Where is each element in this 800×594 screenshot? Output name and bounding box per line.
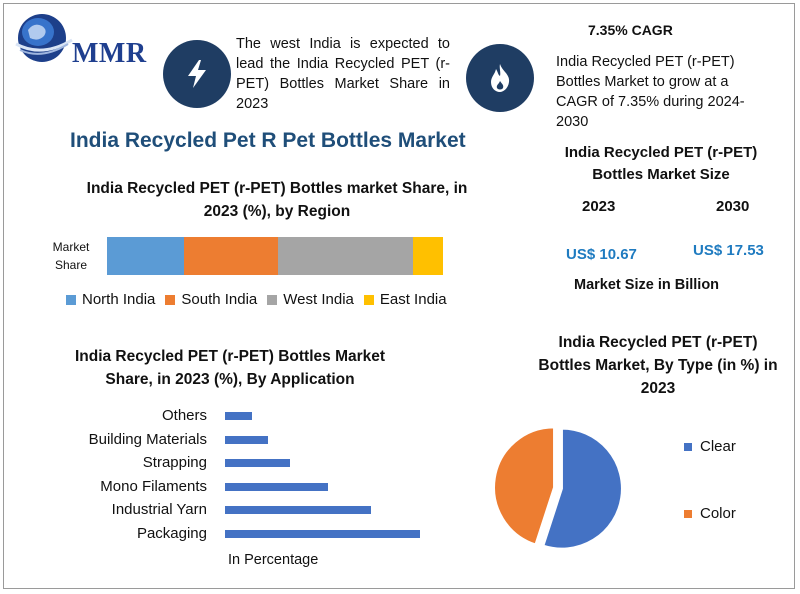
year-2023: 2023 (582, 198, 616, 215)
lightning-icon (188, 60, 206, 88)
value-2030: US$ 17.53 (693, 242, 764, 259)
year-2030: 2030 (716, 198, 750, 215)
application-bar (225, 412, 253, 420)
legend-label: South India (181, 291, 258, 308)
legend-item: North India (66, 291, 155, 308)
application-bar (225, 436, 269, 444)
application-category-label: Building Materials (88, 431, 207, 448)
frame (3, 3, 795, 589)
globe-icon (15, 14, 73, 62)
logo: MMR (14, 10, 147, 70)
application-chart-title: India Recycled PET (r-PET) Bottles Marke… (74, 348, 386, 388)
info-lightning-badge (163, 40, 231, 108)
application-category-label: Industrial Yarn (111, 501, 207, 518)
cagr-heading: 7.35% CAGR (588, 22, 673, 38)
legend-label: West India (283, 291, 354, 308)
pie-slice-clear (542, 427, 623, 550)
pie-legend-swatch (684, 442, 692, 451)
application-bar (225, 483, 328, 491)
application-axis-label: In Percentage (228, 552, 319, 568)
application-category-label: Others (161, 407, 207, 424)
pie-legend-item: Color (684, 505, 736, 522)
region-bar-segment-east-india (412, 237, 443, 275)
region-category-label: Market Share (52, 240, 90, 272)
application-bar (225, 530, 420, 538)
market-size-title: India Recycled PET (r-PET) Bottles Marke… (564, 144, 758, 183)
region-bar-segment-north-india (107, 237, 185, 275)
logo-text: MMR (72, 38, 147, 69)
legend-label: North India (82, 291, 156, 308)
region-chart-title: India Recycled PET (r-PET) Bottles marke… (86, 180, 468, 220)
region-bar-segment-south-india (184, 237, 279, 275)
pie-legend-label: Clear (700, 438, 736, 455)
cagr-text: India Recycled PET (r-PET) Bottles Marke… (556, 54, 745, 130)
page-title: India Recycled Pet R Pet Bottles Market (70, 129, 466, 152)
application-category-label: Strapping (142, 454, 207, 471)
pie-legend-label: Color (700, 505, 736, 522)
legend-label: East India (379, 291, 447, 308)
legend-item: East India (363, 291, 447, 308)
legend-item: South India (165, 291, 257, 308)
application-category-label: Mono Filaments (100, 478, 207, 495)
application-category-label: Packaging (136, 525, 207, 542)
market-size-caption: Market Size in Billion (574, 277, 720, 293)
pie-legend-swatch (684, 509, 692, 518)
type-chart-title: India Recycled PET (r-PET) Bottles Marke… (538, 334, 778, 397)
legend-item: West India (267, 291, 354, 308)
application-bar (225, 506, 372, 514)
flame-icon (491, 64, 510, 92)
value-2023: US$ 10.67 (566, 246, 637, 263)
region-bar-segment-west-india (278, 237, 413, 275)
application-bar (225, 459, 290, 467)
legend-swatch (66, 294, 76, 305)
pie-legend-item: Clear (684, 438, 736, 455)
legend-swatch (267, 294, 278, 305)
info-flame-badge (466, 44, 534, 112)
info-west-india-text: The west India is expected to lead the I… (236, 36, 450, 112)
legend-swatch (363, 294, 374, 305)
region-stacked-bar (107, 237, 443, 275)
legend-swatch (165, 294, 176, 305)
region-legend: North India South India West India East Ind… (66, 291, 506, 310)
pie-slice-color (493, 426, 556, 546)
type-pie-chart (493, 426, 623, 550)
